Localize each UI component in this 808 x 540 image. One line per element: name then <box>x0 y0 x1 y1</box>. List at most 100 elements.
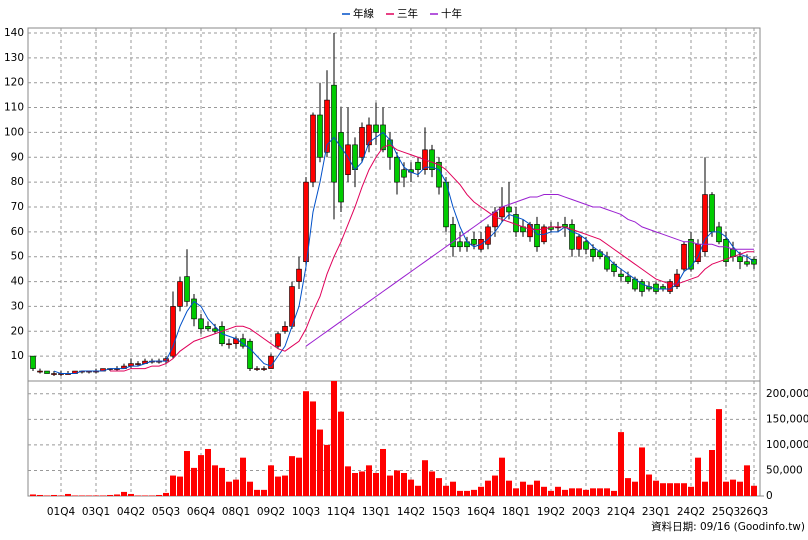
candle-body <box>282 326 288 332</box>
volume-bar <box>401 473 407 496</box>
volume-bar <box>408 479 414 496</box>
volume-bar <box>576 488 582 496</box>
volume-bar <box>611 490 617 496</box>
legend-label: 年線 <box>353 7 374 20</box>
candle-body <box>135 363 141 365</box>
candle-body <box>723 239 729 262</box>
y-tick-label: 110 <box>4 102 24 114</box>
legend-label: 十年 <box>441 7 462 20</box>
x-tick-label: 10Q3 <box>292 506 320 518</box>
volume-bar <box>534 480 540 496</box>
candle-body <box>744 261 750 265</box>
candle-body <box>261 368 267 370</box>
volume-bar <box>58 495 64 496</box>
ma-line <box>53 131 755 375</box>
volume-bar <box>583 489 589 496</box>
volume-bar <box>345 466 351 496</box>
candle-body <box>338 132 344 203</box>
candle-body <box>716 226 722 243</box>
volume-bar <box>296 457 302 496</box>
candle-body <box>457 241 463 248</box>
volume-bar <box>289 456 295 496</box>
candle-body <box>450 224 456 248</box>
x-tick-label: 16Q4 <box>467 506 496 518</box>
ma-line <box>110 144 754 372</box>
x-tick-label: 18Q1 <box>502 506 530 518</box>
candle-body <box>394 156 400 183</box>
volume-bar <box>163 492 169 496</box>
volume-bar <box>366 465 372 496</box>
volume-bar <box>177 476 183 496</box>
candle-body <box>268 355 274 369</box>
volume-bar <box>429 471 435 496</box>
y-tick-label: 60 <box>11 226 24 238</box>
volume-bar <box>478 486 484 496</box>
candle-body <box>37 370 43 373</box>
volume-bar <box>191 467 197 496</box>
candle-body <box>681 243 687 270</box>
volume-bar <box>527 484 533 496</box>
candle-body <box>247 340 253 369</box>
volume-bar <box>681 483 687 496</box>
candle-body <box>184 276 190 302</box>
volume-bar <box>688 486 694 496</box>
y-tick-label: 10 <box>11 350 24 362</box>
candle-body <box>688 239 694 270</box>
candle-body <box>401 169 407 178</box>
volume-bar <box>569 488 575 496</box>
volume-bar <box>198 455 204 496</box>
volume-bar <box>464 490 470 496</box>
volume-bar <box>590 488 596 496</box>
legend-label: 三年 <box>397 7 418 20</box>
volume-bar <box>737 481 743 496</box>
candle-body <box>219 326 225 345</box>
x-tick-label: 05Q3 <box>152 506 180 518</box>
volume-bar <box>219 467 225 496</box>
volume-bar <box>485 480 491 496</box>
candle-body <box>639 281 645 292</box>
x-tick-label: 24Q2 <box>677 506 705 518</box>
candle-body <box>331 84 337 183</box>
y-tick-label: 120 <box>4 77 24 89</box>
volume-bar <box>380 448 386 496</box>
candle-body <box>506 206 512 213</box>
volume-bar <box>93 495 99 496</box>
volume-bar <box>492 475 498 496</box>
candle-body <box>310 114 316 183</box>
volume-bar <box>562 489 568 496</box>
x-tick-label: 08Q1 <box>222 506 250 518</box>
candle-body <box>345 144 351 175</box>
y-tick-label: 130 <box>4 52 24 64</box>
volume-bar <box>44 495 50 496</box>
volume-bar <box>275 476 281 496</box>
candle-body <box>296 268 302 282</box>
candle-body <box>30 355 36 369</box>
candle-body <box>366 124 372 146</box>
x-tick-label: 23Q1 <box>642 506 670 518</box>
volume-bar <box>555 486 561 496</box>
x-tick-label: 21Q4 <box>607 506 636 518</box>
volume-bar <box>170 475 176 496</box>
volume-bar <box>471 489 477 496</box>
x-tick-label: 25Q3 <box>712 506 740 518</box>
candle-body <box>653 283 659 292</box>
volume-bar <box>604 488 610 496</box>
volume-bar <box>107 494 113 496</box>
candle-body <box>191 298 197 320</box>
candle-body <box>576 236 582 250</box>
y-tick-label: 80 <box>11 176 24 188</box>
volume-bar <box>499 457 505 496</box>
y2-tick-label: 50,000 <box>766 464 803 476</box>
volume-bar <box>387 475 393 496</box>
candle-body <box>205 326 211 330</box>
volume-bar <box>646 474 652 496</box>
y-tick-label: 100 <box>4 126 24 138</box>
candle-body <box>569 224 575 250</box>
y-tick-label: 40 <box>11 276 24 288</box>
y-tick-label: 90 <box>11 151 24 163</box>
volume-bar <box>37 494 43 496</box>
candle-body <box>226 343 232 346</box>
candle-body <box>583 241 589 250</box>
volume-bar <box>723 481 729 496</box>
y-tick-label: 140 <box>4 27 24 39</box>
